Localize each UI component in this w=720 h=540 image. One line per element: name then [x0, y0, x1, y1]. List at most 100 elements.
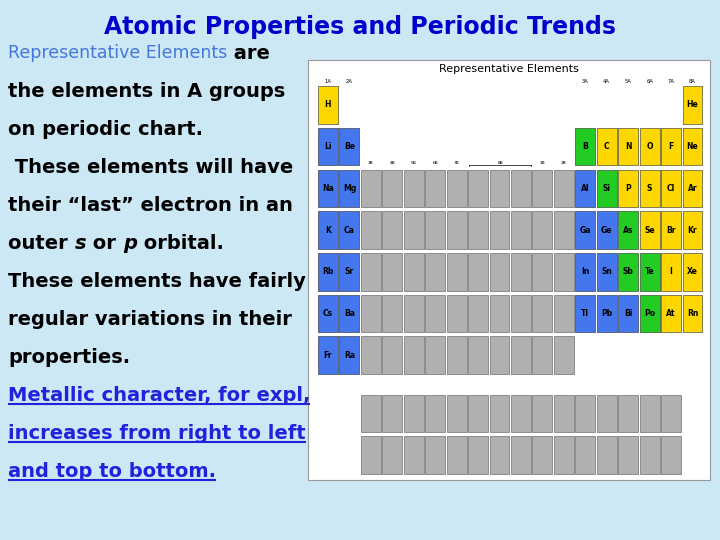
Bar [661, 128, 681, 165]
Bar [404, 170, 424, 207]
Bar [575, 128, 595, 165]
Text: 8A: 8A [689, 79, 696, 84]
Text: 1A: 1A [325, 79, 331, 84]
Bar [490, 295, 510, 332]
Bar [661, 295, 681, 332]
Bar [382, 436, 402, 474]
Bar [490, 170, 510, 207]
Bar [426, 395, 445, 433]
Bar [639, 128, 660, 165]
Bar [618, 128, 638, 165]
Text: Ar: Ar [688, 184, 698, 193]
Bar [661, 436, 681, 474]
Text: increases from right to left: increases from right to left [8, 424, 305, 443]
Bar [318, 295, 338, 332]
Bar [468, 336, 488, 374]
Text: 5B: 5B [411, 161, 417, 165]
Bar [597, 395, 617, 433]
Bar [683, 86, 703, 124]
Bar [618, 253, 638, 291]
Text: 2A: 2A [346, 79, 353, 84]
Text: 7B: 7B [454, 161, 459, 165]
Text: He: He [687, 100, 698, 110]
Bar [404, 295, 424, 332]
Bar [318, 86, 338, 124]
Bar [533, 436, 552, 474]
Bar [318, 128, 338, 165]
Text: F: F [668, 142, 674, 151]
Text: I: I [670, 267, 672, 276]
Bar [468, 436, 488, 474]
Text: B: B [582, 142, 588, 151]
Bar [639, 295, 660, 332]
Bar [554, 295, 574, 332]
Text: s: s [74, 234, 86, 253]
Bar [618, 170, 638, 207]
Bar [382, 253, 402, 291]
Text: or: or [86, 234, 122, 253]
Text: the elements in A groups: the elements in A groups [8, 82, 285, 101]
Bar [446, 436, 467, 474]
Text: Representative Elements: Representative Elements [439, 64, 579, 74]
Text: Sn: Sn [601, 267, 612, 276]
Bar [597, 295, 617, 332]
Bar [618, 395, 638, 433]
Bar [618, 436, 638, 474]
Bar [618, 211, 638, 249]
Bar [426, 436, 445, 474]
Bar [575, 170, 595, 207]
Bar [511, 436, 531, 474]
Text: Na: Na [322, 184, 334, 193]
Text: P: P [625, 184, 631, 193]
Bar [468, 170, 488, 207]
Bar [318, 336, 338, 374]
Bar [597, 436, 617, 474]
Text: Tl: Tl [581, 309, 589, 318]
Bar [661, 211, 681, 249]
Text: p: p [122, 234, 137, 253]
Text: Mg: Mg [343, 184, 356, 193]
Bar [339, 336, 359, 374]
Text: H: H [325, 100, 331, 110]
Bar [490, 395, 510, 433]
Bar [575, 295, 595, 332]
Bar [575, 211, 595, 249]
Text: properties.: properties. [8, 348, 130, 367]
Bar [683, 128, 703, 165]
Text: Be: Be [344, 142, 355, 151]
Bar [554, 395, 574, 433]
Bar [533, 253, 552, 291]
Bar [404, 253, 424, 291]
Bar [618, 170, 638, 207]
Bar [446, 211, 467, 249]
Bar [318, 295, 338, 332]
Bar [618, 211, 638, 249]
Bar [661, 253, 681, 291]
Bar [339, 170, 359, 207]
Bar [683, 86, 703, 124]
Bar [446, 295, 467, 332]
Bar [361, 170, 381, 207]
Bar [339, 128, 359, 165]
Bar [575, 253, 595, 291]
Bar [661, 211, 681, 249]
Bar [361, 253, 381, 291]
Bar [639, 253, 660, 291]
Bar [554, 336, 574, 374]
Text: Li: Li [324, 142, 332, 151]
Bar [597, 211, 617, 249]
Bar [426, 211, 445, 249]
Text: Ga: Ga [580, 226, 591, 234]
Bar [490, 253, 510, 291]
Bar [339, 211, 359, 249]
Bar [318, 336, 338, 374]
Bar [533, 336, 552, 374]
Text: Fr: Fr [324, 350, 332, 360]
Text: their “last” electron in an: their “last” electron in an [8, 196, 293, 215]
Bar [597, 128, 617, 165]
Bar [339, 211, 359, 249]
Text: Sr: Sr [345, 267, 354, 276]
Bar [575, 211, 595, 249]
Text: These elements have fairly: These elements have fairly [8, 272, 306, 291]
Bar [639, 253, 660, 291]
